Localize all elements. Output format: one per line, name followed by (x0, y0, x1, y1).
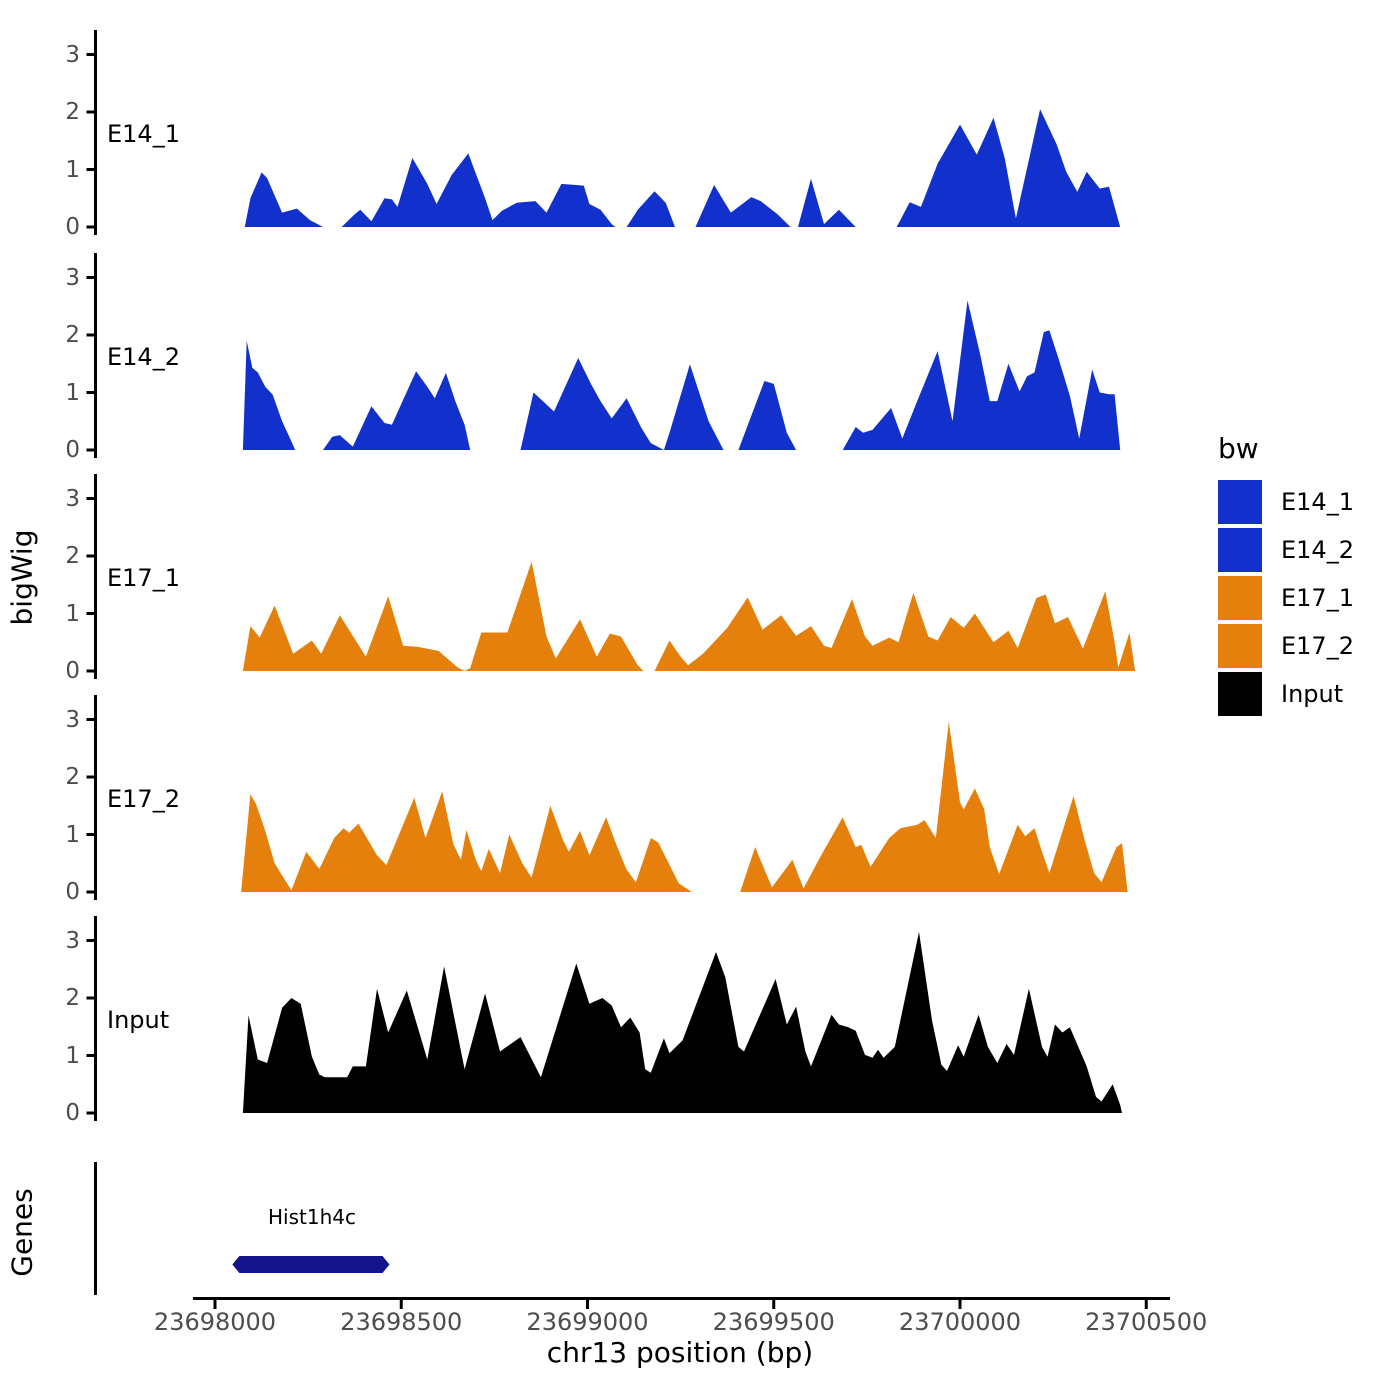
gene-body (232, 1256, 390, 1273)
x-tick-label: 23700500 (1085, 1308, 1208, 1336)
y-tick-label: 1 (65, 1042, 80, 1069)
gene-name-label: Hist1h4c (268, 1205, 356, 1229)
legend-swatch-input (1218, 672, 1262, 716)
legend-swatch-e14_2 (1218, 528, 1262, 572)
y-tick-label: 2 (65, 99, 80, 125)
y-tick-label: 0 (65, 1100, 80, 1126)
x-tick-label: 23699000 (526, 1308, 649, 1336)
y-tick-label: 2 (65, 985, 80, 1011)
legend-label-e14_2: E14_2 (1281, 536, 1354, 564)
x-tick-label: 23698500 (340, 1308, 463, 1336)
y-tick-label: 3 (65, 706, 80, 733)
legend-swatch-e17_1 (1218, 576, 1262, 620)
y-tick-label: 3 (65, 264, 80, 291)
track-label-e14_1: E14_1 (107, 120, 180, 148)
y-tick-label: 2 (65, 764, 80, 790)
coverage-area-e14_2 (242, 300, 1121, 450)
legend-label-e14_1: E14_1 (1281, 488, 1354, 516)
coverage-area-e17_2 (241, 721, 1128, 892)
x-axis-title: chr13 position (bp) (546, 1336, 814, 1369)
y-tick-label: 1 (65, 821, 80, 848)
x-tick-label: 23699500 (712, 1308, 835, 1336)
legend-swatch-e17_2 (1218, 624, 1262, 668)
coverage-area-input (242, 931, 1122, 1113)
y-tick-label: 2 (65, 322, 80, 348)
y-tick-label: 1 (65, 156, 80, 183)
track-label-e14_2: E14_2 (107, 343, 180, 371)
y-tick-label: 3 (65, 41, 80, 68)
legend-swatch-e14_1 (1218, 480, 1262, 524)
x-tick-label: 23698000 (153, 1308, 277, 1336)
y-tick-label: 0 (65, 658, 80, 684)
coverage-area-e17_1 (242, 561, 1136, 671)
y-tick-label: 2 (65, 543, 80, 569)
legend-label-e17_1: E17_1 (1281, 584, 1354, 612)
y-tick-label: 0 (65, 437, 80, 463)
y-tick-label: 1 (65, 379, 80, 406)
y-tick-label: 0 (65, 879, 80, 905)
y-tick-label: 1 (65, 600, 80, 627)
y-tick-label: 3 (65, 927, 80, 954)
track-label-e17_2: E17_2 (107, 785, 180, 813)
y-axis-title-genes: Genes (5, 1188, 39, 1277)
legend-label-e17_2: E17_2 (1281, 632, 1354, 660)
y-tick-label: 0 (65, 214, 80, 240)
coverage-area-e14_1 (244, 109, 1121, 227)
legend-label-input: Input (1281, 680, 1344, 708)
x-tick-label: 23700000 (898, 1308, 1022, 1336)
y-tick-label: 3 (65, 485, 80, 512)
track-label-e17_1: E17_1 (107, 564, 180, 592)
legend-title: bw (1218, 432, 1259, 465)
track-label-input: Input (107, 1006, 170, 1034)
